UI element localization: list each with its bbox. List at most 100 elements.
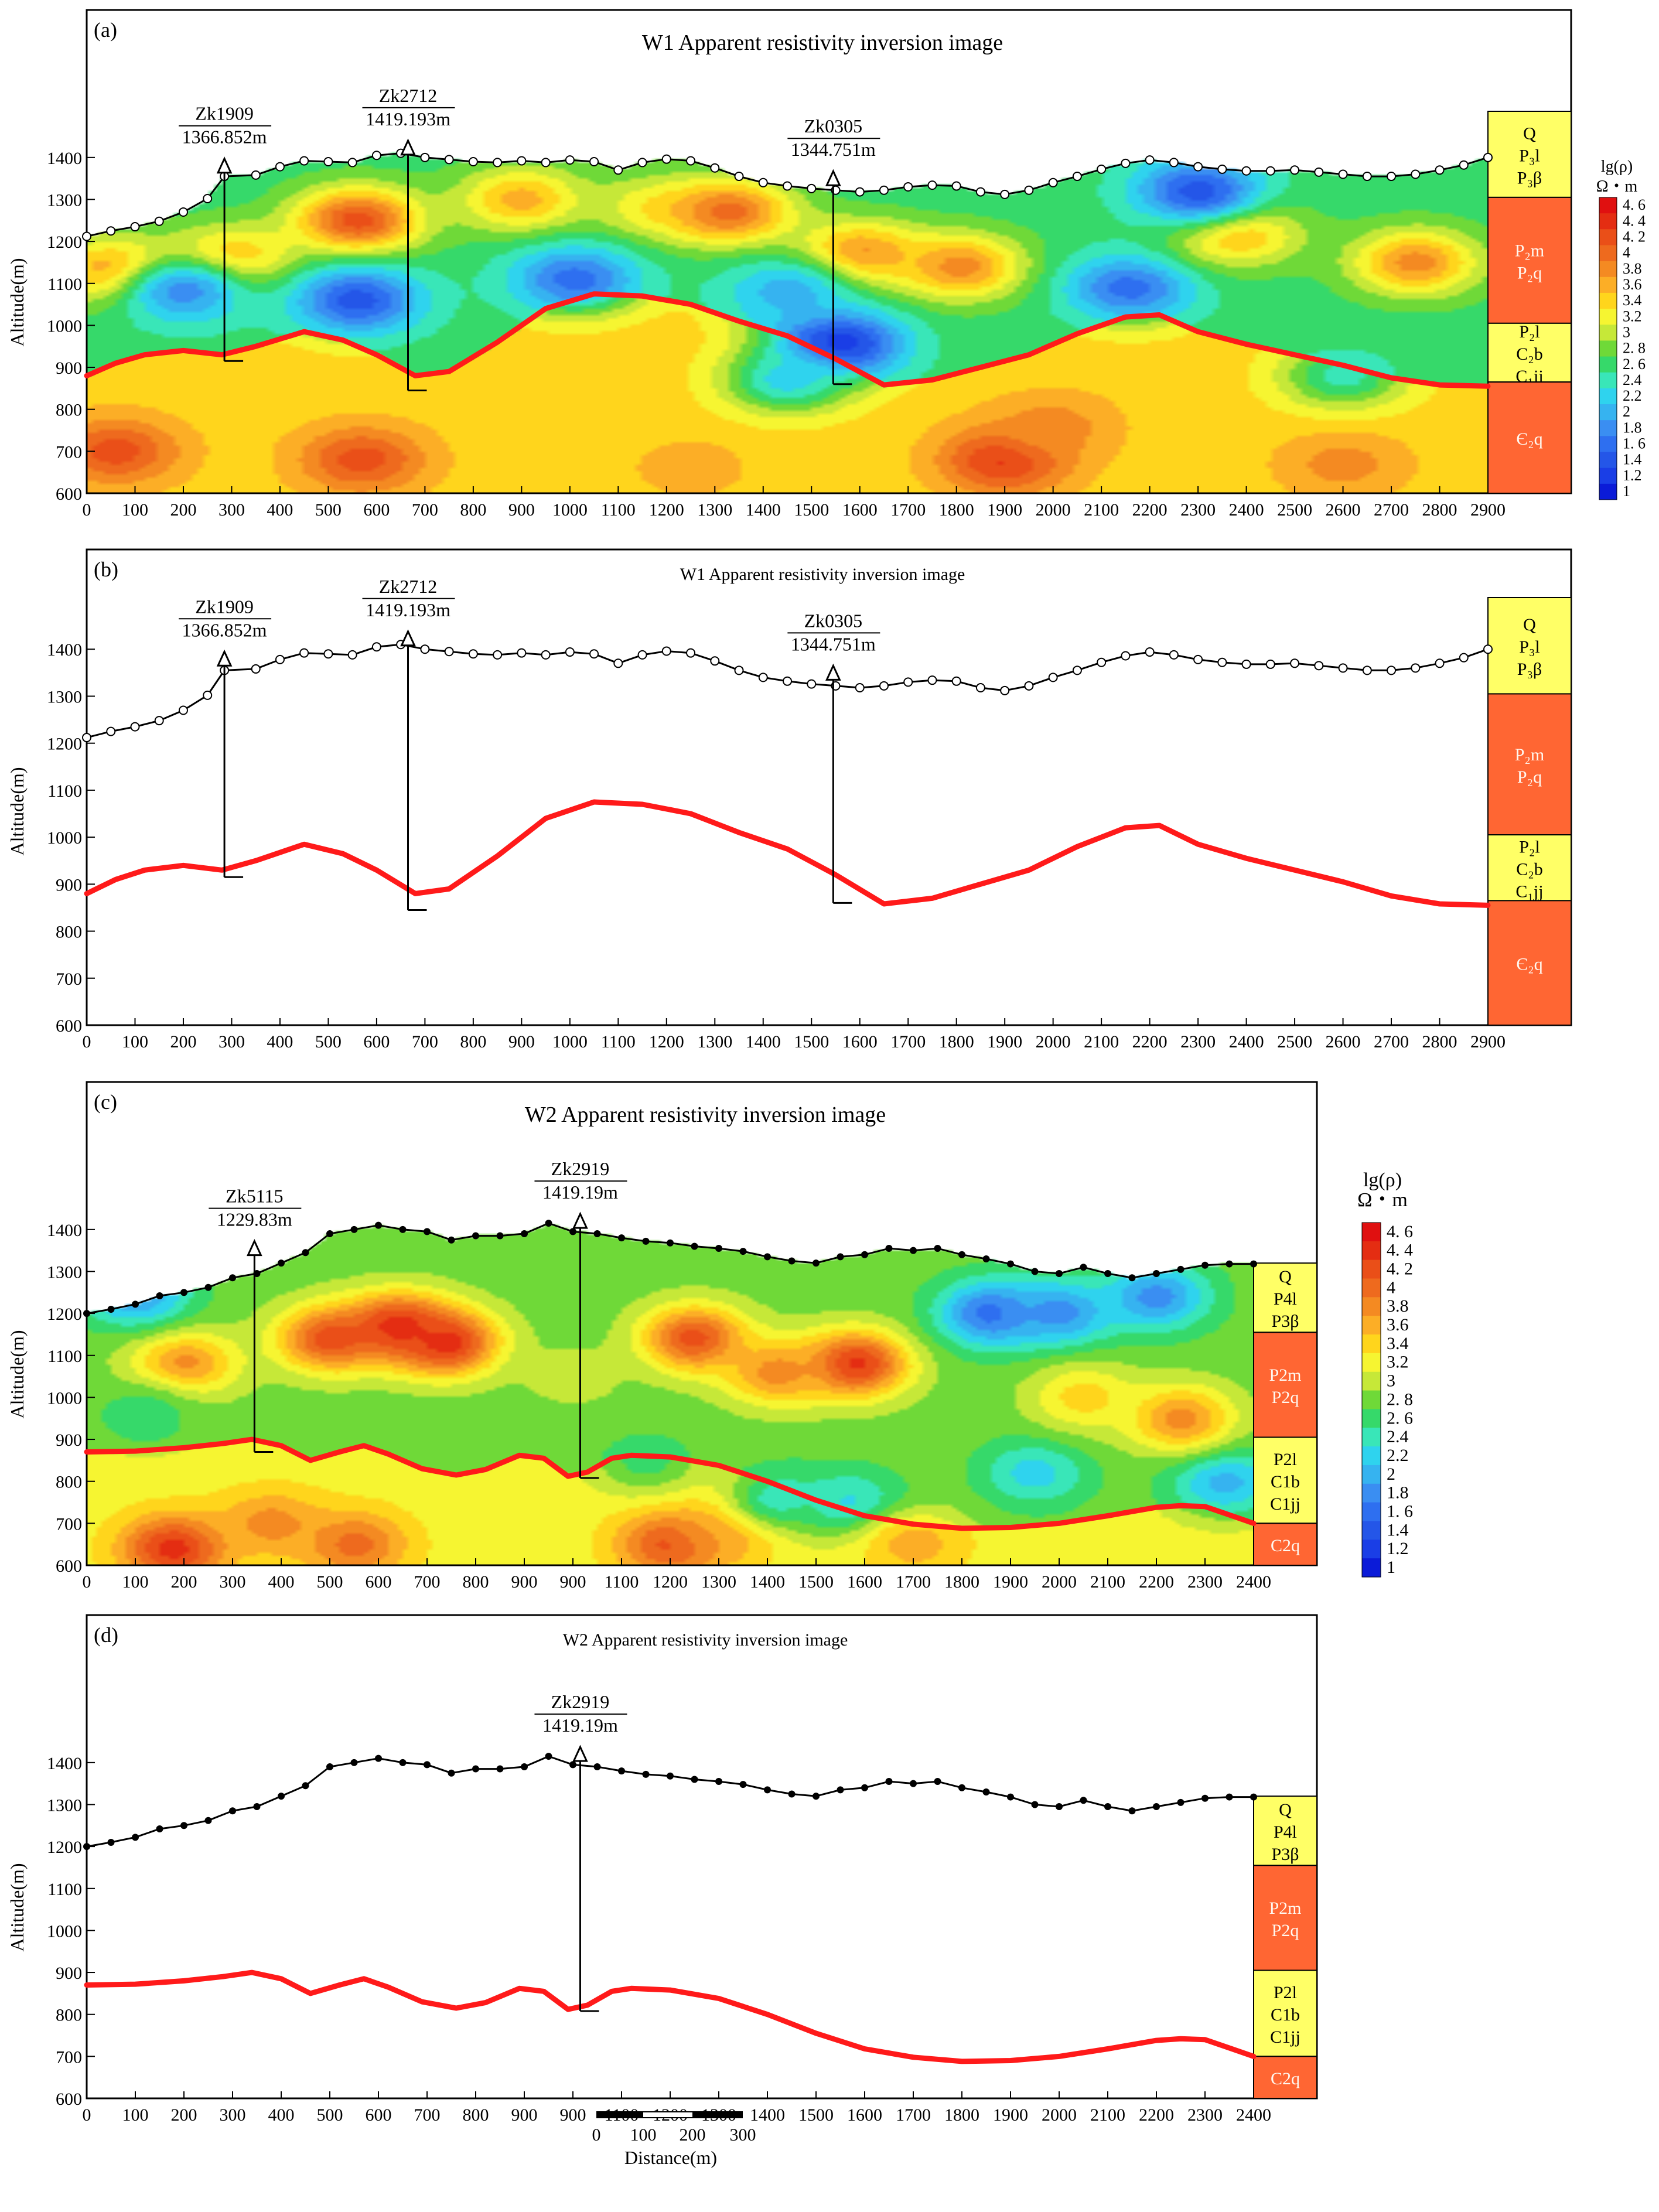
survey-point bbox=[203, 194, 213, 204]
y-tick-label: 800 bbox=[56, 2006, 82, 2025]
survey-point bbox=[178, 207, 188, 217]
strata-box bbox=[1253, 1795, 1317, 1866]
colorbar: 4. 64. 44. 243.83.63.43.232. 82. 62.42.2… bbox=[1357, 1169, 1413, 1578]
survey-point bbox=[371, 642, 381, 652]
x-tick-label: 1600 bbox=[842, 1032, 878, 1052]
survey-point bbox=[472, 1765, 479, 1773]
colorbar-frame bbox=[1599, 197, 1617, 500]
survey-point bbox=[1314, 661, 1324, 671]
survey-point bbox=[565, 647, 575, 657]
survey-point bbox=[1056, 1270, 1063, 1278]
survey-point bbox=[734, 665, 744, 675]
survey-point bbox=[1314, 167, 1324, 177]
x-tick-label: 600 bbox=[366, 2105, 392, 2125]
colorbar-swatch bbox=[1599, 436, 1617, 453]
strata-label: P2l bbox=[1274, 1450, 1297, 1469]
colorbar-frame bbox=[1361, 1222, 1381, 1578]
x-tick-label: 100 bbox=[122, 2105, 149, 2125]
x-tick-label: 1700 bbox=[896, 2105, 931, 2125]
survey-point bbox=[686, 648, 696, 658]
y-tick-label: 700 bbox=[56, 970, 82, 989]
survey-point bbox=[1000, 685, 1010, 695]
survey-point bbox=[1080, 1264, 1087, 1271]
x-tick-label: 2300 bbox=[1180, 1032, 1216, 1052]
y-tick-label: 1200 bbox=[47, 1305, 82, 1324]
x-tick-label: 500 bbox=[317, 1572, 343, 1592]
survey-point bbox=[1177, 1265, 1184, 1273]
y-tick-label: 1300 bbox=[47, 1262, 82, 1282]
x-tick-label: 1900 bbox=[993, 2105, 1028, 2125]
strata-label: C2q bbox=[1271, 2069, 1300, 2088]
colorbar-swatch bbox=[1599, 197, 1617, 214]
x-tick-label: 400 bbox=[268, 1572, 295, 1592]
x-tick-label: 1700 bbox=[890, 500, 926, 520]
scale-bar-tick-label: 300 bbox=[730, 2125, 756, 2145]
x-tick-label: 1500 bbox=[798, 2105, 834, 2125]
plot-frame bbox=[86, 1614, 1318, 2100]
colorbar-swatch bbox=[1599, 261, 1617, 278]
x-tick-label: 2200 bbox=[1132, 1032, 1168, 1052]
x-tick-label: 1400 bbox=[750, 1572, 785, 1592]
strata-box bbox=[1487, 693, 1572, 836]
colorbar-swatch bbox=[1362, 1297, 1381, 1316]
strata-label: P2l bbox=[1274, 1983, 1297, 2002]
survey-point bbox=[975, 187, 985, 197]
survey-point bbox=[1226, 1793, 1233, 1801]
survey-point bbox=[1459, 653, 1469, 663]
survey-point bbox=[154, 216, 164, 226]
colorbar-label: 2 bbox=[1387, 1465, 1395, 1484]
x-tick-label: 100 bbox=[122, 1572, 149, 1592]
colorbar-title: lg(ρ) bbox=[1601, 158, 1633, 176]
x-tick-label: 2300 bbox=[1187, 1572, 1223, 1592]
survey-point bbox=[229, 1807, 236, 1815]
colorbar-swatch bbox=[1599, 292, 1617, 309]
strata-label: P₃l bbox=[1519, 146, 1539, 165]
x-tick-label: 2400 bbox=[1229, 1032, 1264, 1052]
survey-point bbox=[1072, 665, 1082, 675]
survey-point bbox=[493, 650, 503, 660]
borehole-zk2919: Zk2919 1419.19m bbox=[534, 1691, 627, 2012]
colorbar-label: 4. 2 bbox=[1623, 228, 1646, 245]
survey-point bbox=[710, 163, 720, 173]
borehole-name: Zk5115 bbox=[226, 1186, 283, 1207]
colorbar-swatch bbox=[1362, 1558, 1381, 1578]
survey-point bbox=[951, 676, 961, 686]
y-tick-label: 1200 bbox=[47, 233, 82, 252]
y-tick-label: 1200 bbox=[47, 1838, 82, 1857]
strata-box bbox=[1253, 1523, 1317, 1566]
colorbar-title: lg(ρ) bbox=[1363, 1169, 1402, 1191]
strata-label: Є₂q bbox=[1516, 429, 1542, 449]
topography bbox=[83, 1220, 1257, 1317]
survey-point bbox=[1024, 681, 1034, 691]
strata-label: Q bbox=[1279, 1267, 1292, 1286]
x-tick-label: 1300 bbox=[697, 500, 732, 520]
survey-point bbox=[686, 156, 696, 166]
x-tick-label: 300 bbox=[220, 2105, 246, 2125]
survey-point bbox=[1290, 165, 1300, 175]
x-tick-label: 2100 bbox=[1084, 500, 1119, 520]
survey-point bbox=[879, 185, 889, 195]
x-tick-label: 400 bbox=[267, 500, 293, 520]
survey-point bbox=[1226, 1260, 1233, 1268]
survey-point bbox=[661, 646, 671, 656]
colorbar-swatch bbox=[1362, 1353, 1381, 1373]
x-tick-label: 1300 bbox=[697, 1032, 732, 1052]
x-tick-label: 2300 bbox=[1180, 500, 1216, 520]
x-tick-label: 900 bbox=[560, 2105, 586, 2125]
colorbar-unit: Ω・m bbox=[1596, 177, 1638, 196]
survey-point bbox=[1121, 158, 1131, 168]
survey-point bbox=[982, 1255, 990, 1262]
x-tick-label: 200 bbox=[171, 1572, 197, 1592]
x-tick-label: 500 bbox=[317, 2105, 343, 2125]
y-tick-label: 1400 bbox=[47, 1221, 82, 1240]
y-tick-label: 800 bbox=[56, 923, 82, 942]
x-tick-label: 2900 bbox=[1470, 500, 1506, 520]
scale-bar-tick-label: 200 bbox=[680, 2125, 706, 2145]
x-tick-label: 300 bbox=[220, 1572, 246, 1592]
y-tick-label: 600 bbox=[56, 1556, 82, 1576]
strata-label: P₂l bbox=[1519, 322, 1539, 342]
survey-point bbox=[420, 152, 430, 162]
